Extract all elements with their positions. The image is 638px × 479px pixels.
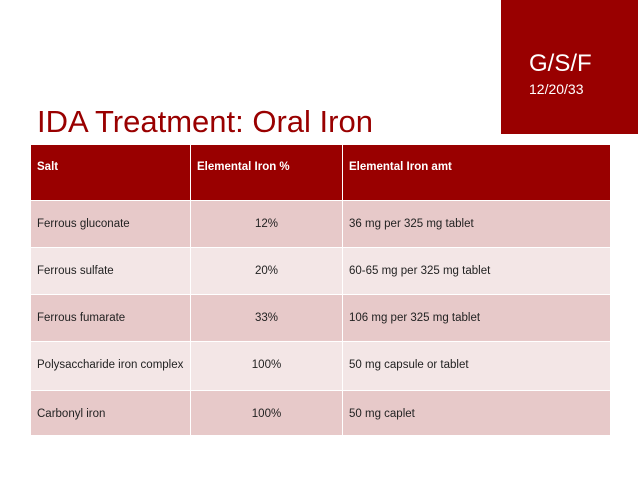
column-header-elemental-iron-amount: Elemental Iron amt (342, 144, 611, 201)
salt-cell: Polysaccharide iron complex (30, 341, 191, 391)
table-row: Polysaccharide iron complex 100% 50 mg c… (30, 341, 611, 391)
elemental-iron-amount-cell: 36 mg per 325 mg tablet (342, 200, 611, 248)
table-row: Ferrous fumarate 33% 106 mg per 325 mg t… (30, 294, 611, 342)
elemental-iron-amount-cell: 50 mg caplet (342, 390, 611, 436)
elemental-iron-percent-cell: 20% (190, 247, 343, 295)
salt-cell: Ferrous fumarate (30, 294, 191, 342)
elemental-iron-amount-cell: 106 mg per 325 mg tablet (342, 294, 611, 342)
table-header-row: Salt Elemental Iron % Elemental Iron amt (30, 144, 611, 201)
header-badge: G/S/F 12/20/33 (501, 0, 638, 134)
salt-cell: Ferrous sulfate (30, 247, 191, 295)
oral-iron-table: Salt Elemental Iron % Elemental Iron amt… (30, 144, 611, 436)
table-row: Carbonyl iron 100% 50 mg caplet (30, 390, 611, 436)
elemental-iron-amount-cell: 60-65 mg per 325 mg tablet (342, 247, 611, 295)
elemental-iron-percent-cell: 33% (190, 294, 343, 342)
table-row: Ferrous sulfate 20% 60-65 mg per 325 mg … (30, 247, 611, 295)
elemental-iron-percent-cell: 100% (190, 390, 343, 436)
column-header-salt: Salt (30, 144, 191, 201)
elemental-iron-percent-cell: 100% (190, 341, 343, 391)
table-row: Ferrous gluconate 12% 36 mg per 325 mg t… (30, 200, 611, 248)
badge-title: G/S/F (529, 50, 592, 77)
elemental-iron-percent-cell: 12% (190, 200, 343, 248)
elemental-iron-amount-cell: 50 mg capsule or tablet (342, 341, 611, 391)
slide-title: IDA Treatment: Oral Iron (37, 104, 373, 139)
salt-cell: Ferrous gluconate (30, 200, 191, 248)
column-header-elemental-iron-percent: Elemental Iron % (190, 144, 343, 201)
badge-date: 12/20/33 (529, 81, 584, 97)
salt-cell: Carbonyl iron (30, 390, 191, 436)
